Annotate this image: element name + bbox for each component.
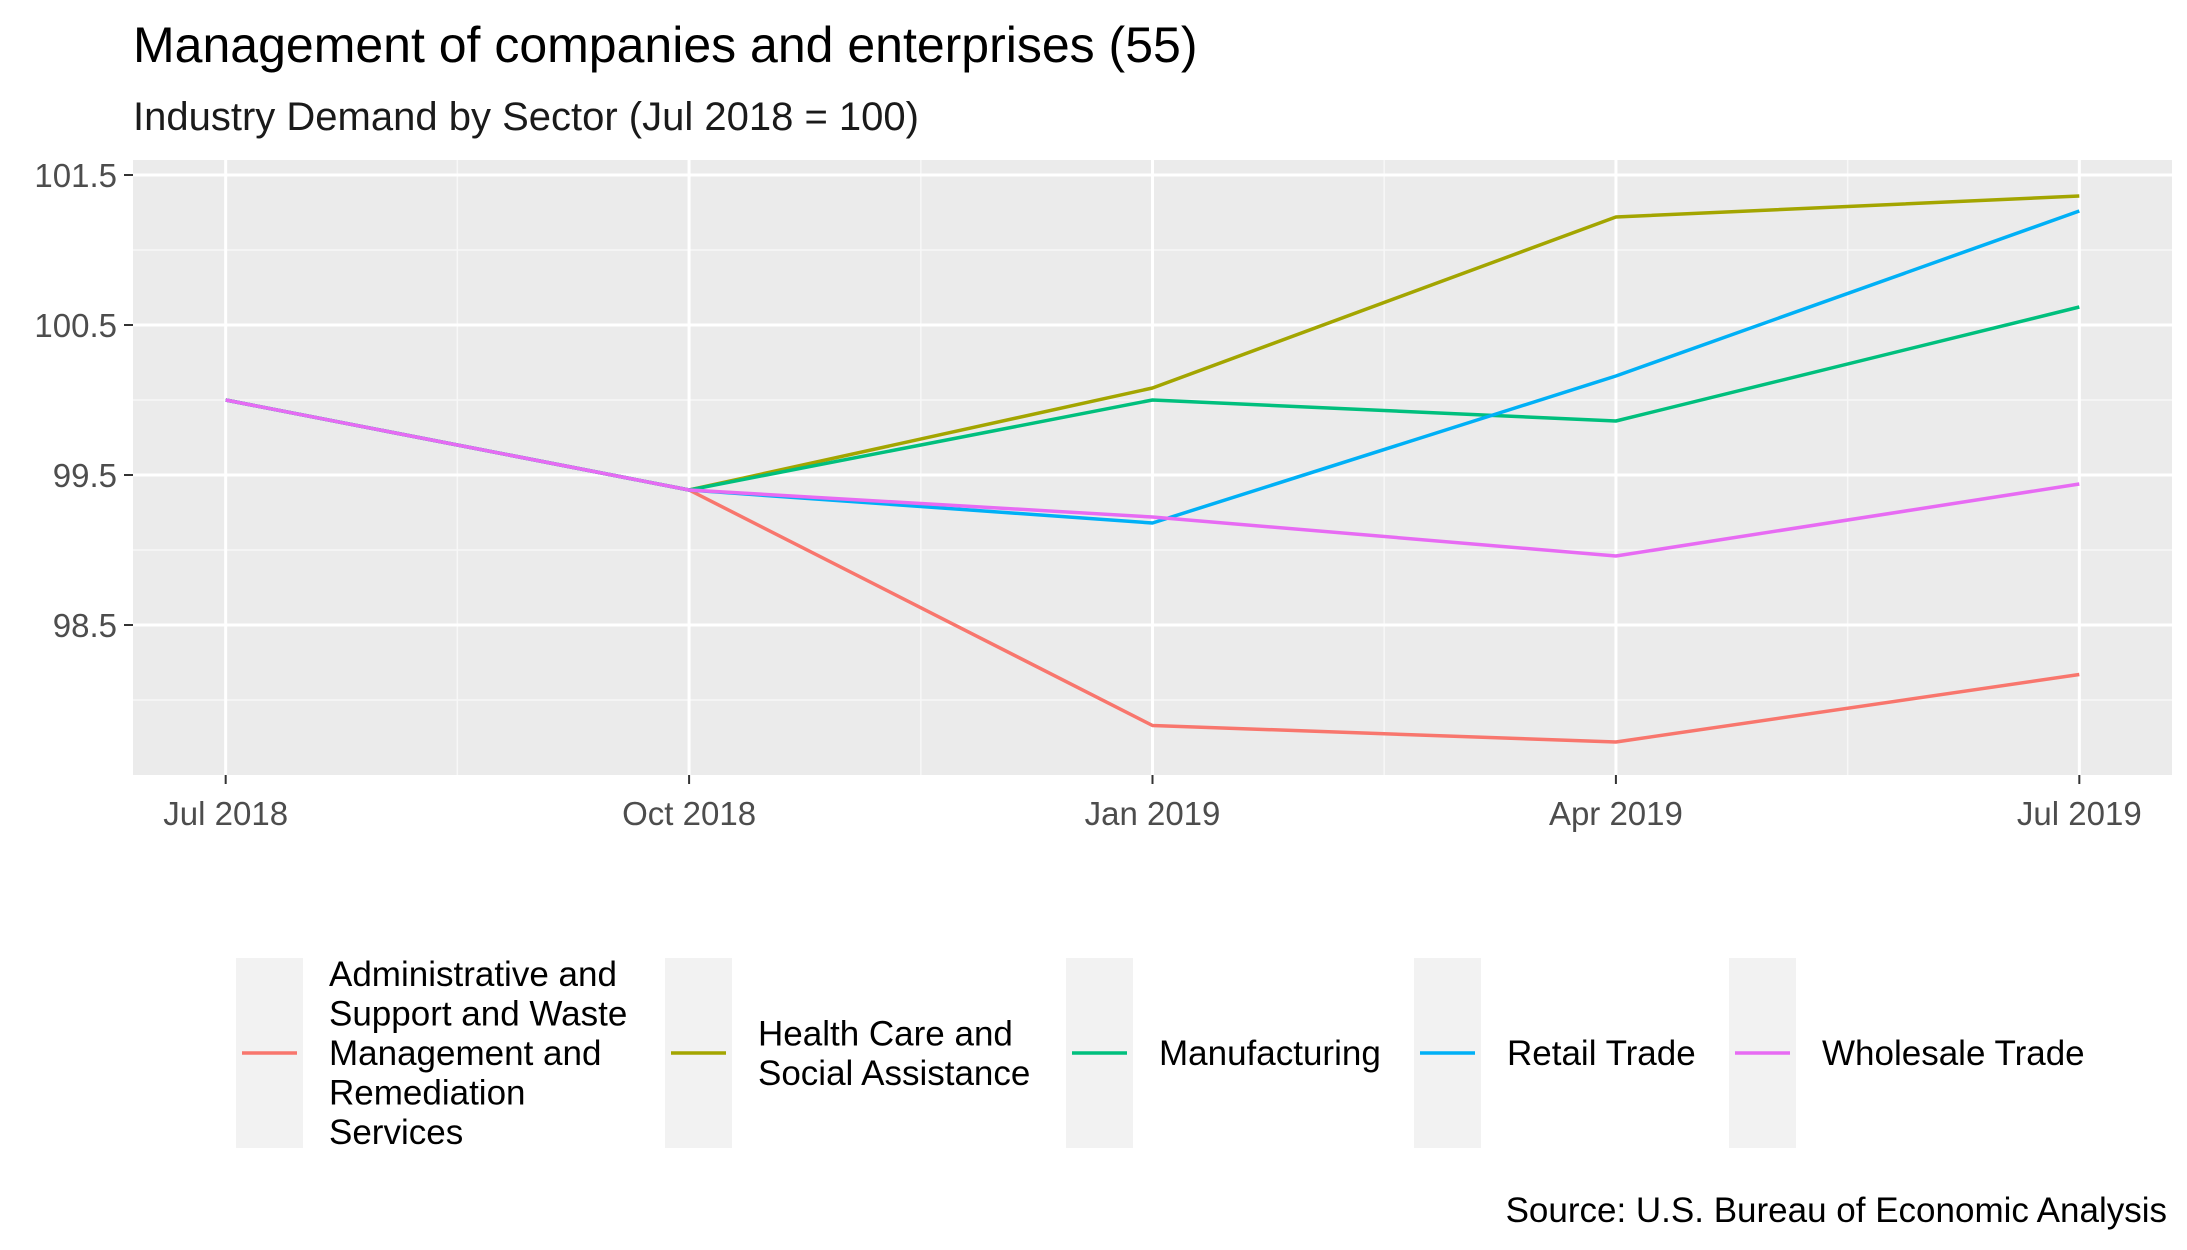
series-line [225,398,2080,558]
legend-label: Social Assistance [758,1054,1030,1093]
y-tick-label: 98.5 [53,607,117,644]
y-tick-label: 101.5 [34,157,117,194]
y-tick-label: 99.5 [53,457,117,494]
legend-label: Management and [329,1034,601,1073]
legend-label: Support and Waste [329,995,627,1034]
legend-label: Wholesale Trade [1822,1034,2085,1073]
legend-item: Wholesale Trade [1729,958,2085,1148]
major-gridlines [133,160,2172,775]
y-tick-label: 100.5 [34,307,117,344]
chart-subtitle: Industry Demand by Sector (Jul 2018 = 10… [133,95,919,139]
legend-item: Retail Trade [1414,958,1696,1148]
y-axis: 98.5 99.5 100.5 101.5 [34,157,133,644]
legend-label: Remediation [329,1074,526,1113]
legend-label: Administrative and [329,955,617,994]
x-tick-label: Oct 2018 [622,795,756,832]
x-tick-label: Jul 2018 [163,795,288,832]
chart-caption: Source: U.S. Bureau of Economic Analysis [1506,1191,2167,1230]
legend-item: Manufacturing [1066,958,1381,1148]
chart-title: Management of companies and enterprises … [133,17,1197,73]
legend-label: Health Care and [758,1014,1013,1053]
x-axis: Jul 2018 Oct 2018 Jan 2019 Apr 2019 Jul 2019 [163,775,2142,832]
legend-label: Manufacturing [1159,1034,1381,1073]
x-tick-label: Jan 2019 [1085,795,1221,832]
legend-label: Retail Trade [1507,1034,1696,1073]
x-tick-label: Apr 2019 [1549,795,1683,832]
legend-label: Services [329,1113,463,1152]
x-tick-label: Jul 2019 [2017,795,2142,832]
series-lines [225,194,2080,744]
